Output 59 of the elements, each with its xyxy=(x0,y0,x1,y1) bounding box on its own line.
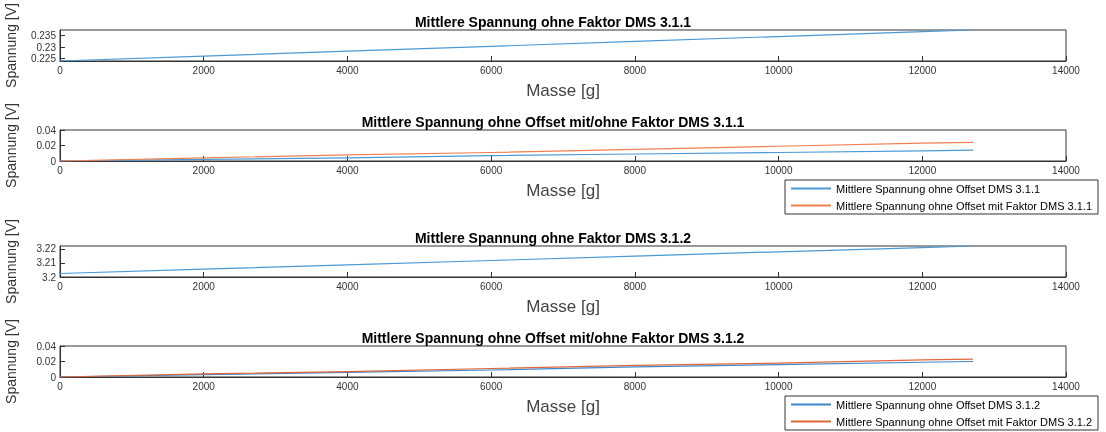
x-axis-title: Masse [g] xyxy=(526,81,600,100)
x-tick-label: 12000 xyxy=(908,280,937,292)
x-tick-label: 14000 xyxy=(1052,380,1081,392)
x-tick-label: 2000 xyxy=(192,380,216,392)
x-tick-label: 2000 xyxy=(192,280,216,292)
x-axis-title: Masse [g] xyxy=(526,181,600,200)
x-tick-label: 10000 xyxy=(764,280,793,292)
y-axis-title: Spannung [V] xyxy=(3,219,19,304)
y-axis-title: Spannung [V] xyxy=(3,3,19,88)
x-tick-label: 8000 xyxy=(623,280,647,292)
x-tick-label: 10000 xyxy=(764,164,793,176)
x-tick-label: 14000 xyxy=(1052,280,1081,292)
x-tick-label: 12000 xyxy=(908,380,937,392)
y-tick-label: 0.02 xyxy=(36,356,57,367)
chart-title: Mittlere Spannung ohne Faktor DMS 3.1.2 xyxy=(414,230,692,246)
y-tick-label: 0.235 xyxy=(30,29,57,41)
chart-title: Mittlere Spannung ohne Offset mit/ohne Faktor DMS 3.1.2 xyxy=(361,330,745,346)
legend-label: Mittlere Spannung ohne Offset DMS 3.1.1 xyxy=(836,182,1041,195)
x-tick-label: 14000 xyxy=(1052,164,1081,176)
y-tick-label: 0 xyxy=(50,371,57,383)
x-tick-label: 4000 xyxy=(336,280,359,292)
x-tick-label: 4000 xyxy=(336,380,359,392)
legend-label: Mittlere Spannung ohne Offset mit Faktor DMS 3.1.2 xyxy=(836,415,1093,428)
x-tick-label: 4000 xyxy=(336,64,359,76)
y-tick-label: 0.04 xyxy=(36,340,57,352)
chart-title: Mittlere Spannung ohne Offset mit/ohne Faktor DMS 3.1.1 xyxy=(361,114,745,130)
legend-label: Mittlere Spannung ohne Offset mit Faktor DMS 3.1.1 xyxy=(836,199,1093,212)
x-tick-label: 6000 xyxy=(480,64,503,76)
x-tick-label: 6000 xyxy=(480,280,503,292)
x-tick-label: 6000 xyxy=(480,380,503,392)
x-tick-label: 6000 xyxy=(480,164,503,176)
y-tick-label: 3.22 xyxy=(36,243,57,255)
y-tick-label: 0.04 xyxy=(36,124,57,136)
x-tick-label: 4000 xyxy=(336,164,359,176)
x-axis-title: Masse [g] xyxy=(526,397,600,416)
y-tick-label: 3.21 xyxy=(36,257,57,269)
y-tick-label: 0.02 xyxy=(36,140,57,151)
line-series xyxy=(59,141,974,162)
x-tick-label: 8000 xyxy=(623,380,647,392)
y-tick-label: 3.2 xyxy=(42,271,57,283)
line-series xyxy=(59,29,974,62)
chart-title: Mittlere Spannung ohne Faktor DMS 3.1.1 xyxy=(414,14,692,30)
x-tick-label: 10000 xyxy=(764,64,793,76)
y-axis-title: Spannung [V] xyxy=(3,103,19,188)
y-tick-label: 0.225 xyxy=(30,53,57,65)
y-axis-title: Spannung [V] xyxy=(3,319,19,404)
y-tick-label: 0.23 xyxy=(36,41,57,53)
x-tick-label: 2000 xyxy=(192,164,216,176)
x-tick-label: 2000 xyxy=(192,64,216,76)
x-tick-label: 8000 xyxy=(623,164,647,176)
x-axis-title: Masse [g] xyxy=(526,297,600,316)
x-tick-label: 12000 xyxy=(908,164,937,176)
x-tick-label: 10000 xyxy=(764,380,793,392)
line-series xyxy=(59,245,974,275)
legend-label: Mittlere Spannung ohne Offset DMS 3.1.2 xyxy=(836,398,1041,411)
y-tick-label: 0 xyxy=(50,155,57,167)
x-tick-label: 14000 xyxy=(1052,64,1081,76)
x-tick-label: 8000 xyxy=(623,64,647,76)
x-tick-label: 12000 xyxy=(908,64,937,76)
